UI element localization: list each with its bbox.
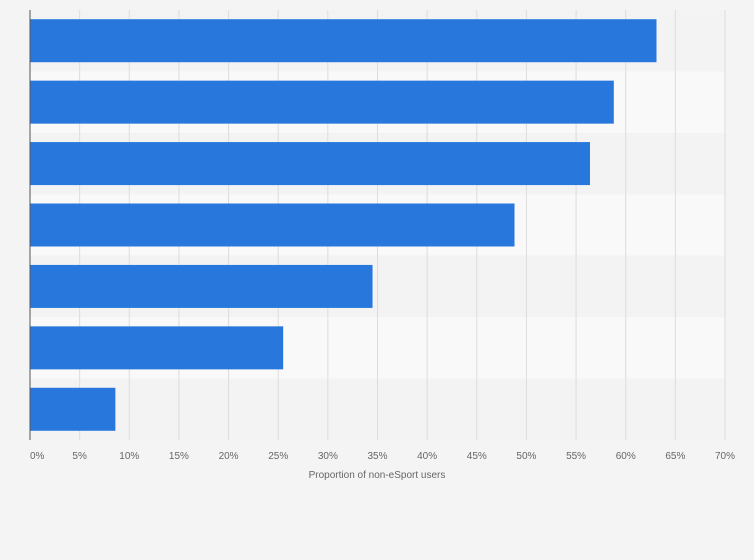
x-tick-label: 45% bbox=[467, 451, 487, 462]
x-tick-label: 55% bbox=[566, 451, 586, 462]
bar bbox=[30, 19, 657, 63]
x-tick-label: 40% bbox=[417, 451, 437, 462]
x-tick-label: 25% bbox=[268, 451, 288, 462]
x-tick-label: 60% bbox=[616, 451, 636, 462]
bar bbox=[30, 387, 116, 431]
bar bbox=[30, 142, 590, 186]
x-tick-label: 10% bbox=[119, 451, 139, 462]
x-tick-label: 50% bbox=[516, 451, 536, 462]
bar bbox=[30, 203, 515, 247]
bar bbox=[30, 326, 284, 370]
bar bbox=[30, 80, 614, 124]
x-tick-label: 35% bbox=[367, 451, 387, 462]
x-tick-label: 30% bbox=[318, 451, 338, 462]
x-tick-label: 65% bbox=[665, 451, 685, 462]
x-tick-label: 0% bbox=[30, 451, 45, 462]
x-tick-label: 20% bbox=[219, 451, 239, 462]
x-tick-label: 70% bbox=[715, 451, 735, 462]
bar bbox=[30, 264, 373, 308]
x-axis-ticks: 0% 5% 10% 15% 20% 25% 30% 35% 40% 45% 50% 55% 60% 65%… bbox=[30, 451, 735, 462]
x-tick-label: 15% bbox=[169, 451, 189, 462]
x-tick-label: 5% bbox=[72, 451, 87, 462]
bars bbox=[30, 19, 657, 431]
x-axis-title: Proportion of non-eSport users bbox=[309, 470, 446, 481]
